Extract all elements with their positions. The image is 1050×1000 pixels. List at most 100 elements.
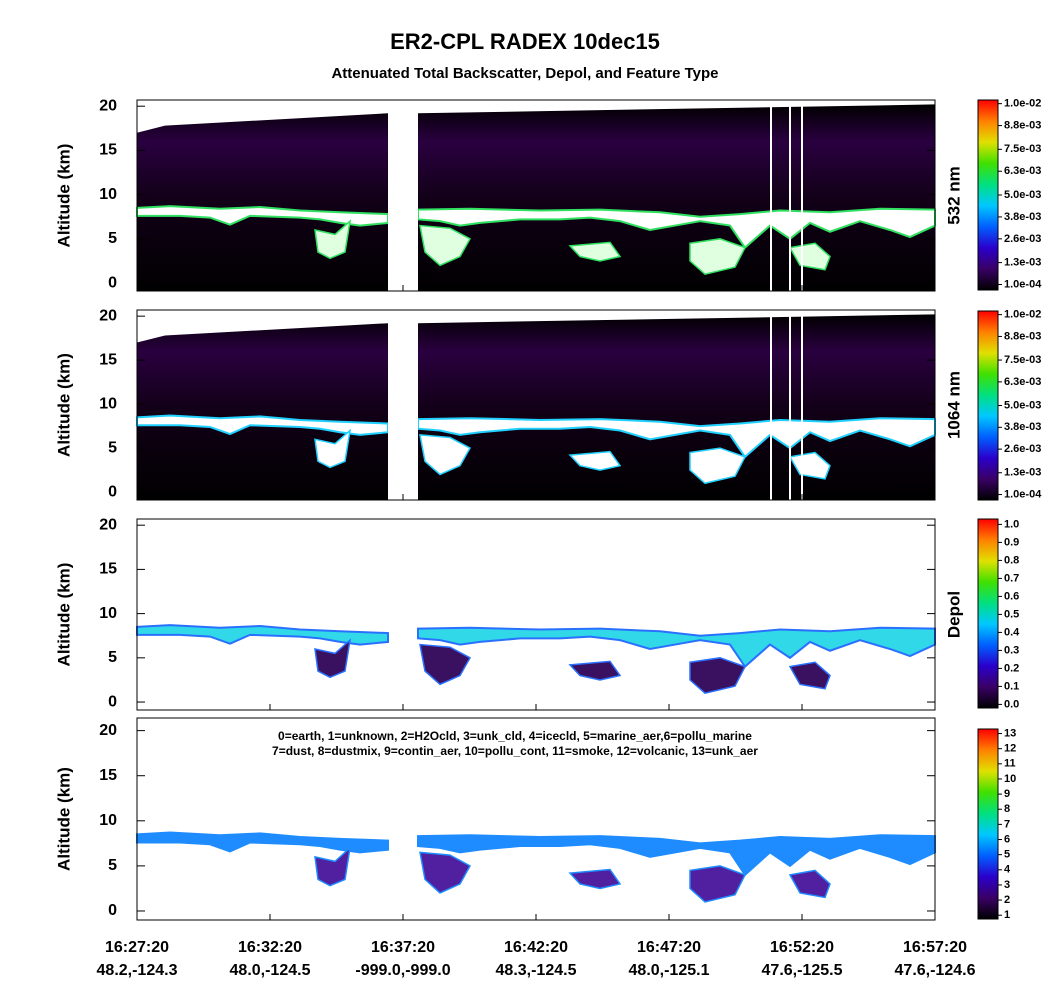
data-gap — [770, 310, 772, 500]
y-tick-label: 0 — [108, 483, 117, 500]
colorbar-tick-label: 11 — [1004, 758, 1016, 770]
cloud-blob — [568, 660, 622, 681]
colorbar-tick-label: 8.8e-03 — [1004, 119, 1041, 131]
cloud-layer — [417, 207, 936, 250]
colorbar — [977, 728, 999, 920]
x-tick-label: 16:47:20 — [637, 939, 701, 956]
x-tick-label: 16:57:20 — [903, 939, 967, 956]
colorbar-tick-label: 5.0e-03 — [1004, 399, 1041, 411]
colorbar-tick-label: 1.0e-04 — [1004, 488, 1042, 500]
data-gap — [388, 310, 418, 500]
colorbar-tick-label: 0.0 — [1004, 698, 1019, 710]
colorbar-tick-label: 8.8e-03 — [1004, 330, 1041, 342]
colorbar-tick-label: 1.0e-02 — [1004, 309, 1041, 321]
colorbar-tick-label: 6.3e-03 — [1004, 165, 1041, 177]
cloud-blob — [689, 657, 747, 695]
y-tick-label: 15 — [99, 767, 117, 784]
chart-subtitle: Attenuated Total Backscatter, Depol, and… — [331, 65, 718, 82]
colorbar-tick-label: 1 — [1004, 909, 1010, 921]
y-tick-label: 15 — [99, 142, 117, 159]
y-tick-label: 15 — [99, 561, 117, 578]
panel: 0 5 10 15 20 Altitude (km) Depol 0.0 0.1 0.2 0.3 0.… — [54, 516, 1020, 711]
data-gap — [789, 310, 791, 500]
cloud-blob — [314, 638, 352, 679]
colorbar-tick-label: 12 — [1004, 743, 1016, 755]
colorbar-tick-label: 7.5e-03 — [1004, 354, 1041, 366]
cloud-layer — [417, 417, 936, 459]
colorbar-tick-label: 0.7 — [1004, 572, 1019, 584]
colorbar — [977, 518, 999, 709]
colorbar-tick-label: 3.8e-03 — [1004, 421, 1041, 433]
cloud-blob — [568, 450, 622, 471]
colorbar-tick-label: 1.0e-04 — [1004, 278, 1042, 290]
cloud-blob — [689, 865, 747, 903]
y-tick-label: 5 — [108, 439, 117, 456]
data-gap — [388, 100, 418, 291]
colorbar-tick-label: 2.6e-03 — [1004, 233, 1041, 245]
colorbar-tick-label: 1.0e-02 — [1004, 98, 1041, 110]
y-tick-label: 10 — [99, 605, 117, 622]
colorbar-label: Depol — [944, 591, 963, 638]
colorbar-tick-label: 0.5 — [1004, 608, 1019, 620]
colorbar-tick-label: 0.2 — [1004, 662, 1019, 674]
colorbar-tick-label: 2.6e-03 — [1004, 443, 1041, 455]
colorbar-tick-label: 0.4 — [1004, 626, 1020, 638]
x-tick-sublabel: -999.0,-999.0 — [355, 962, 450, 979]
y-tick-label: 10 — [99, 186, 117, 203]
cloud-blob — [419, 434, 472, 476]
colorbar-tick-label: 1.3e-03 — [1004, 467, 1041, 479]
colorbar-tick-label: 4 — [1004, 864, 1011, 876]
y-axis-label: Altitude (km) — [54, 144, 73, 248]
data-gap — [801, 310, 803, 500]
cloud-blob — [689, 238, 747, 276]
colorbar-tick-label: 6.3e-03 — [1004, 376, 1041, 388]
y-tick-label: 10 — [99, 395, 117, 412]
x-tick-label: 16:52:20 — [770, 939, 834, 956]
colorbar-tick-label: 6 — [1004, 833, 1010, 845]
cloud-blob — [314, 428, 352, 469]
colorbar-label: 1064 nm — [944, 371, 963, 439]
colorbar-tick-label: 7.5e-03 — [1004, 143, 1041, 155]
y-tick-label: 0 — [108, 693, 117, 710]
y-axis-label: Altitude (km) — [54, 563, 73, 667]
y-axis-label: Altitude (km) — [54, 767, 73, 871]
feature-legend: 7=dust, 8=dustmix, 9=contin_aer, 10=poll… — [272, 744, 758, 758]
colorbar-label: 532 nm — [944, 166, 963, 225]
x-tick-sublabel: 47.6,-125.5 — [762, 962, 843, 979]
colorbar — [977, 310, 999, 501]
y-tick-label: 5 — [108, 230, 117, 247]
x-tick-label: 16:32:20 — [238, 939, 302, 956]
cloud-blob — [419, 643, 472, 686]
x-tick-sublabel: 48.0,-125.1 — [629, 962, 710, 979]
y-tick-label: 20 — [99, 307, 117, 324]
colorbar-tick-label: 2 — [1004, 894, 1010, 906]
colorbar-tick-label: 0.3 — [1004, 644, 1019, 656]
x-tick-label: 16:42:20 — [504, 939, 568, 956]
cloud-blob — [419, 224, 472, 267]
y-tick-label: 15 — [99, 351, 117, 368]
colorbar — [977, 99, 999, 291]
data-gap — [801, 100, 803, 291]
feature-legend: 0=earth, 1=unknown, 2=H2Ocld, 3=unk_cld,… — [278, 729, 752, 743]
y-tick-label: 20 — [99, 516, 117, 533]
x-tick-label: 16:37:20 — [371, 939, 435, 956]
y-axis-label: Altitude (km) — [54, 353, 73, 457]
colorbar-tick-label: 0.9 — [1004, 536, 1019, 548]
cloud-blob — [314, 845, 352, 887]
cloud-blob — [568, 241, 622, 262]
cloud-blob — [788, 661, 831, 690]
data-gap — [789, 100, 791, 291]
colorbar-tick-label: 8 — [1004, 803, 1010, 815]
colorbar-tick-label: 3.8e-03 — [1004, 211, 1041, 223]
x-tick-sublabel: 48.0,-124.5 — [230, 962, 311, 979]
y-tick-label: 20 — [99, 97, 117, 114]
cloud-blob — [788, 242, 831, 271]
colorbar-tick-label: 5 — [1004, 849, 1010, 861]
cloud-layer — [417, 626, 936, 669]
colorbar-tick-label: 5.0e-03 — [1004, 189, 1041, 201]
colorbar-tick-label: 0.8 — [1004, 554, 1019, 566]
colorbar-tick-label: 3 — [1004, 879, 1010, 891]
cloud-layer — [417, 834, 936, 877]
y-tick-label: 0 — [108, 274, 117, 291]
